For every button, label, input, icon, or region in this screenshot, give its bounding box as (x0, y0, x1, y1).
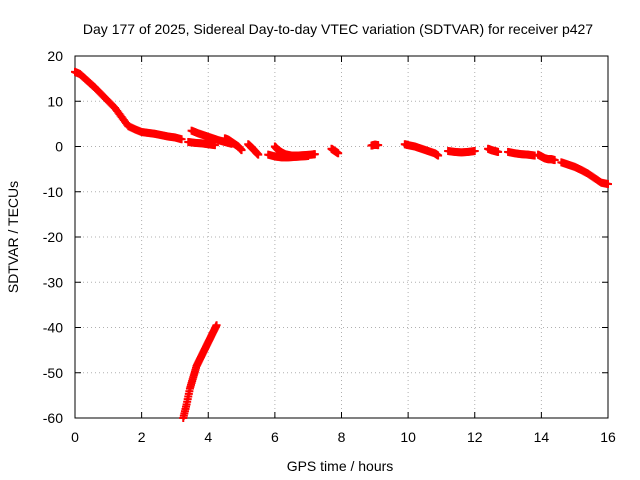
x-tick-label: 6 (271, 429, 279, 445)
data-point (470, 147, 479, 156)
data-point (374, 141, 383, 150)
data-point (210, 141, 219, 150)
y-axis-label: SDTVAR / TECUs (5, 181, 21, 293)
x-tick-label: 0 (71, 429, 79, 445)
x-tick-label: 2 (138, 429, 146, 445)
data-point (550, 156, 559, 165)
y-tick-label: 0 (55, 139, 63, 155)
x-tick-label: 10 (400, 429, 416, 445)
series-seg-5.2-5.5 (244, 140, 263, 159)
plot-frame (74, 55, 609, 419)
data-point (212, 321, 221, 330)
data-point (177, 135, 186, 144)
series-seg-12.4-12.7 (484, 144, 503, 156)
y-tick-label: -60 (43, 410, 63, 426)
data-point (434, 151, 443, 160)
x-tick-label: 4 (204, 429, 212, 445)
data-point (304, 152, 313, 161)
x-tick-label: 12 (467, 429, 483, 445)
x-tick-label: 14 (534, 429, 550, 445)
x-tick-label: 8 (338, 429, 346, 445)
y-tick-label: -30 (43, 274, 63, 290)
series-main (71, 67, 186, 144)
data-point (310, 150, 319, 159)
series-seg-14.6-16.0 (557, 158, 612, 189)
x-axis-label: GPS time / hours (287, 458, 394, 474)
chart-title: Day 177 of 2025, Sidereal Day-to-day VTE… (83, 21, 593, 37)
series-steep-drop (179, 321, 221, 422)
data-point (494, 147, 503, 156)
series-seg-5.8-6.5 (264, 150, 313, 162)
series-seg-11.2-12.0 (444, 147, 479, 157)
series-seg-9.9-10.9 (400, 140, 443, 160)
data-point (254, 150, 263, 159)
data-point (237, 146, 246, 155)
series-seg-13.0-13.8 (504, 147, 539, 160)
series-seg-14.0-14.4 (534, 150, 559, 165)
series-seg-7.7-7.9 (327, 144, 343, 158)
series-seg-3.4-4.3-low (184, 137, 219, 150)
y-tick-label: -50 (43, 365, 63, 381)
y-tick-label: 10 (47, 93, 63, 109)
x-tick-label: 16 (600, 429, 616, 445)
y-tick-label: -10 (43, 184, 63, 200)
y-tick-label: 20 (47, 48, 63, 64)
data-point (604, 180, 612, 189)
data-point (334, 149, 343, 158)
y-tick-label: -40 (43, 320, 63, 336)
series-seg-4.6-5.0 (220, 134, 246, 155)
series-seg-9.0 (367, 140, 383, 150)
y-tick-label: -20 (43, 229, 63, 245)
